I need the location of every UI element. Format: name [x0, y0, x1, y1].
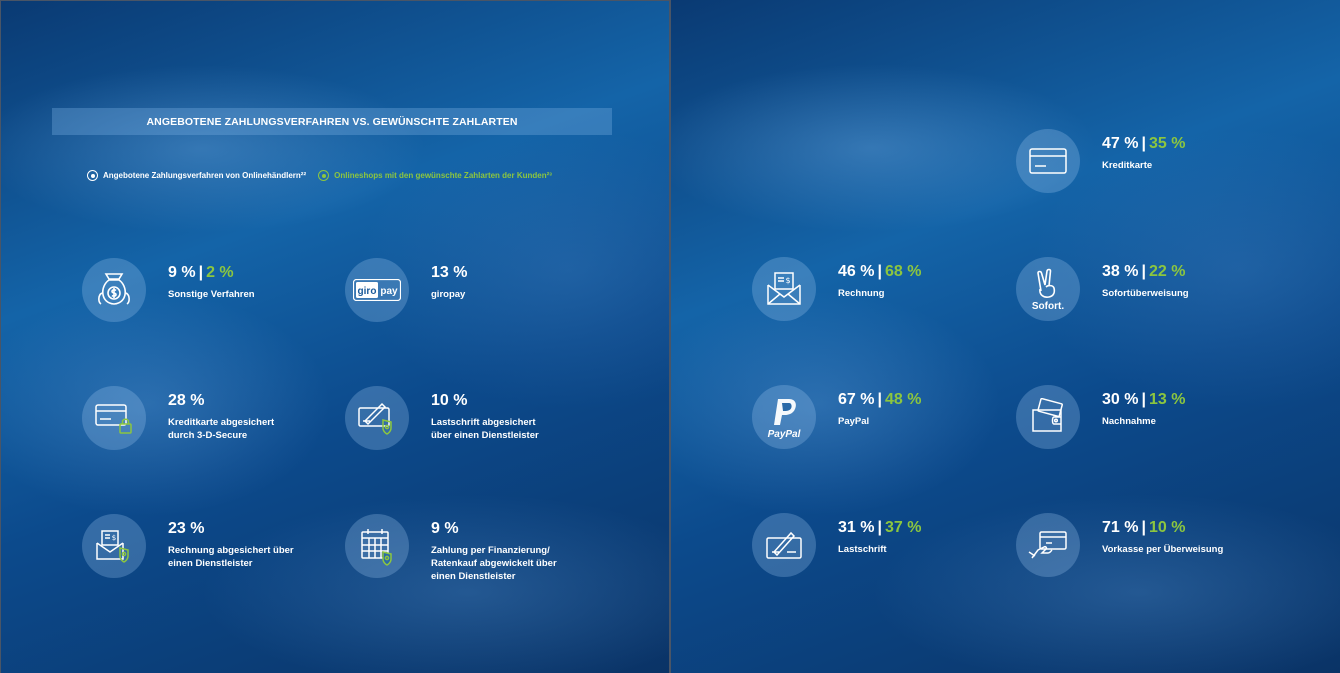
stat-label: Zahlung per Finanzierung/ Ratenkauf abge…: [431, 545, 557, 582]
stat-wanted: 48 %: [884, 391, 922, 408]
stat-offered: 67 %: [838, 391, 875, 408]
paypal-logo-icon: PayPal: [752, 385, 816, 449]
stat-label: Nachnahme: [1102, 416, 1156, 427]
giropay-logo-pay: pay: [380, 286, 398, 297]
stat-offered: 71 %: [1102, 519, 1139, 536]
stat-wanted: 2 %: [206, 264, 234, 281]
legend-wanted: Onlineshops mit den gewünschte Zahlarten…: [318, 170, 552, 181]
right-page: 47 % | 35 % Kreditkarte $ 46 % | 68 % Rechnu…: [671, 0, 1340, 673]
svg-text:$: $: [112, 534, 116, 542]
credit-card-icon: [1016, 129, 1080, 193]
stat-label: Sofortüberweisung: [1102, 288, 1189, 299]
giropay-logo-giro: giro: [358, 286, 377, 297]
stat-offered: 30 %: [1102, 391, 1139, 408]
credit-card-lock-icon: [82, 386, 146, 450]
stat-wanted: 37 %: [884, 519, 922, 536]
stat-item-kreditkarte: 47 % | 35 % Kreditkarte: [1016, 129, 1185, 193]
stat-item-lastschrift: 31 % | 37 % Lastschrift: [752, 513, 921, 577]
stat-label: Rechnung abgesichert über einen Dienstle…: [168, 545, 294, 569]
stat-label: giropay: [431, 289, 466, 300]
stat-offered: 28 %: [168, 392, 205, 409]
stat-item-rechnung: $ 46 % | 68 % Rechnung: [752, 257, 921, 321]
stat-label: Kreditkarte abgesichert durch 3-D-Secure: [168, 417, 275, 441]
stat-wanted: 22 %: [1148, 263, 1186, 280]
calendar-shield-icon: [345, 514, 409, 578]
stat-item-giropay: giro pay 13 % giropay: [345, 258, 467, 322]
stat-offered: 38 %: [1102, 263, 1139, 280]
invoice-envelope-icon: $: [752, 257, 816, 321]
stat-wanted: 10 %: [1148, 519, 1186, 536]
stat-label: Lastschrift abgesichert über einen Diens…: [431, 417, 539, 441]
legend-offered-label: Angebotene Zahlungsverfahren von Onlineh…: [103, 171, 307, 180]
stat-label: PayPal: [838, 416, 870, 427]
invoice-shield-icon: $: [82, 514, 146, 578]
stat-item-nachnahme: 30 % | 13 % Nachnahme: [1016, 385, 1185, 449]
giropay-logo-icon: giro pay: [345, 258, 409, 322]
stat-wanted: 68 %: [884, 263, 922, 280]
svg-text:$: $: [785, 276, 790, 285]
legend-offered: Angebotene Zahlungsverfahren von Onlineh…: [87, 170, 306, 181]
stat-offered: 9 %: [431, 520, 459, 537]
sofort-logo-icon: Sofort.: [1016, 257, 1080, 321]
stat-offered: 31 %: [838, 519, 875, 536]
stat-offered: 23 %: [168, 520, 205, 537]
bank-transfer-icon: [1016, 513, 1080, 577]
stat-label: Sonstige Verfahren: [168, 289, 255, 300]
stat-label: Lastschrift: [838, 544, 887, 555]
stat-label: Rechnung: [838, 288, 885, 299]
legend: Angebotene Zahlungsverfahren von Onlineh…: [87, 170, 552, 181]
stat-offered: 10 %: [431, 392, 468, 409]
stat-item-finanzierung: 9 % Zahlung per Finanzierung/ Ratenkauf …: [345, 514, 557, 583]
paypal-logo-text: PayPal: [768, 429, 801, 439]
stat-offered: 9 %: [168, 264, 196, 281]
legend-wanted-label: Onlineshops mit den gewünschte Zahlarten…: [334, 171, 552, 180]
left-page: ANGEBOTENE ZAHLUNGSVERFAHREN VS. GEWÜNSC…: [0, 0, 671, 673]
stat-offered: 13 %: [431, 264, 468, 281]
section-title: ANGEBOTENE ZAHLUNGSVERFAHREN VS. GEWÜNSC…: [52, 108, 612, 135]
legend-offered-marker-icon: [87, 170, 98, 181]
stat-label: Vorkasse per Überweisung: [1102, 544, 1224, 555]
cheque-pen-icon: [752, 513, 816, 577]
stat-wanted: 35 %: [1148, 135, 1186, 152]
stat-item-sofort: Sofort. 38 % | 22 % Sofortüberweisung: [1016, 257, 1189, 321]
legend-wanted-marker-icon: [318, 170, 330, 181]
stat-item-kreditkarte-3ds: 28 % Kreditkarte abgesichert durch 3-D-S…: [82, 386, 274, 450]
stat-item-lastschrift-abgesichert: 10 % Lastschrift abgesichert über einen …: [345, 386, 539, 450]
stat-wanted: 13 %: [1148, 391, 1186, 408]
wallet-icon: [1016, 385, 1080, 449]
stat-label: Kreditkarte: [1102, 160, 1153, 171]
stat-item-sonstige: 9 % | 2 % Sonstige Verfahren: [82, 258, 255, 322]
money-bag-icon: [82, 258, 146, 322]
sofort-logo-text: Sofort.: [1032, 301, 1064, 311]
stat-item-paypal: PayPal 67 % | 48 % PayPal: [752, 385, 921, 449]
stat-item-rechnung-abgesichert: $ 23 % Rechnung abgesichert über einen D…: [82, 514, 294, 578]
stat-offered: 46 %: [838, 263, 875, 280]
cheque-shield-icon: [345, 386, 409, 450]
stat-item-vorkasse: 71 % | 10 % Vorkasse per Überweisung: [1016, 513, 1223, 577]
stat-offered: 47 %: [1102, 135, 1139, 152]
